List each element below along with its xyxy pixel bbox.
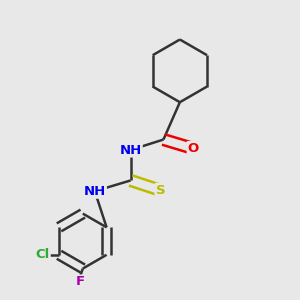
Text: S: S: [156, 184, 165, 197]
Text: O: O: [188, 142, 199, 155]
Text: F: F: [75, 275, 84, 289]
Text: Cl: Cl: [35, 248, 50, 261]
Text: NH: NH: [84, 185, 106, 198]
Text: NH: NH: [119, 143, 142, 157]
